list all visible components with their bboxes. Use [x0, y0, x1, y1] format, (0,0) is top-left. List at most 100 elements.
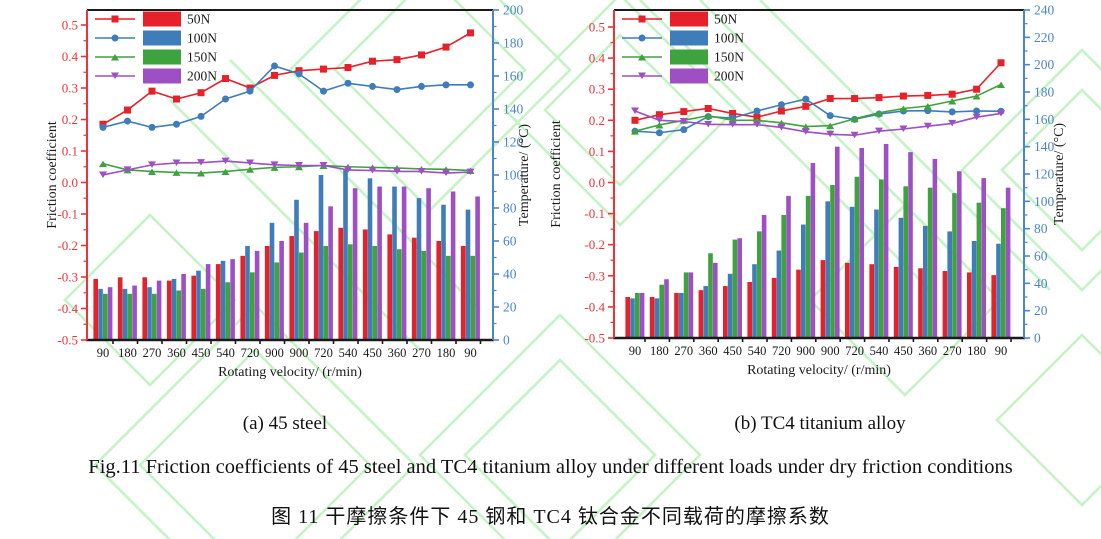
x-tick-label: 270 [143, 346, 162, 360]
x-tick-label: 540 [748, 344, 767, 358]
x-tick-label: 90 [995, 344, 1008, 358]
bar-200N [859, 148, 864, 338]
watermark-diamond [418, 313, 702, 539]
square-marker [344, 64, 352, 72]
bar-100N [245, 245, 250, 340]
friction-axis-title: Friction coefficient [549, 120, 564, 228]
bar-50N [723, 286, 728, 338]
bar-50N [240, 255, 245, 340]
friction-tick-label: 0.2 [589, 113, 605, 128]
bar-100N [294, 199, 299, 340]
bar-100N [654, 298, 660, 338]
bar-150N [830, 184, 835, 338]
square-marker [924, 91, 932, 99]
x-tick-label: 270 [674, 344, 693, 358]
bar-200N [401, 186, 407, 340]
triangle-down-marker [777, 123, 786, 131]
legend-label: 150N [187, 50, 217, 65]
legend-label: 150N [714, 50, 744, 65]
x-tick-label: 450 [894, 344, 913, 358]
x-tick-label: 900 [290, 346, 309, 360]
bar-100N [752, 264, 757, 338]
triangle-down-marker [344, 166, 352, 173]
triangle-down-marker [148, 161, 156, 168]
triangle-down-marker [704, 120, 713, 128]
bar-200N [279, 241, 284, 340]
square-marker [271, 71, 278, 79]
bar-50N [747, 281, 752, 338]
square-marker [777, 107, 785, 115]
bar-200N [1005, 187, 1011, 338]
line-200N [634, 110, 1002, 137]
triangle-up-marker [655, 121, 664, 129]
bar-200N [450, 191, 456, 340]
bar-200N [786, 195, 791, 338]
bar-100N [703, 286, 708, 338]
triangle-up-marker [875, 109, 883, 117]
square-marker [638, 15, 646, 23]
triangle-up-marker [972, 93, 981, 100]
triangle-up-marker [997, 81, 1005, 89]
circle-marker [148, 123, 156, 131]
temperature-tick-label: 100 [1034, 194, 1055, 209]
bar-50N [991, 275, 996, 338]
bar-100N [947, 231, 952, 338]
bar-200N [352, 188, 358, 340]
legend-label: 50N [714, 12, 738, 27]
bar-100N [923, 225, 928, 338]
line-100N [634, 98, 1002, 134]
friction-tick-label: 0.0 [62, 175, 78, 190]
friction-tick-label: 0.1 [62, 144, 78, 159]
bar-150N [176, 290, 182, 340]
circle-marker [777, 101, 785, 109]
line-50N [102, 32, 471, 125]
bar-150N [952, 193, 957, 338]
x-tick-label: 360 [167, 346, 186, 360]
temperature-tick-label: 40 [1034, 276, 1048, 291]
triangle-up-marker [99, 160, 107, 168]
square-marker [148, 87, 156, 95]
triangle-up-marker [850, 115, 859, 123]
square-marker [826, 95, 834, 103]
temperature-tick-label: 140 [503, 102, 524, 117]
x-axis-title: Rotating velocity/ (r/min) [747, 363, 891, 378]
circle-marker [638, 34, 646, 42]
bar-50N [942, 271, 948, 338]
triangle-down-marker [850, 131, 859, 139]
triangle-down-marker [466, 168, 475, 176]
bar-150N [201, 288, 206, 340]
line-200N [102, 160, 471, 176]
x-tick-label: 360 [918, 344, 937, 358]
watermark-diamond [463, 358, 657, 539]
bar-100N [367, 178, 373, 340]
legend-swatch [670, 11, 708, 27]
legend-swatch [670, 68, 708, 84]
circle-marker [442, 81, 450, 89]
square-marker [729, 109, 737, 117]
bar-200N [761, 215, 767, 338]
bar-200N [932, 158, 938, 338]
circle-marker [467, 81, 474, 89]
chart-a: 0.5 0.4 0.3 0.2 0.1 0.0 -0.1 -0.2 -0.3 -0.4 -0.5 0 2… [45, 3, 532, 381]
bar-150N [635, 292, 640, 338]
bar-150N [274, 262, 280, 340]
bar-100N [630, 298, 635, 338]
bar-200N [156, 280, 162, 340]
x-tick-label: 720 [772, 344, 791, 358]
bar-100N [392, 186, 397, 340]
bar-100N [416, 198, 422, 340]
bar-50N [264, 245, 270, 340]
circle-marker [655, 129, 663, 137]
bar-200N [981, 178, 986, 338]
bar-100N [196, 270, 201, 340]
temperature-tick-label: 60 [1034, 249, 1048, 264]
square-marker [655, 111, 663, 119]
square-marker [802, 102, 810, 110]
bar-50N [698, 290, 704, 338]
temperature-axis-title: Temperature/ (°C) [1052, 123, 1067, 226]
triangle-up-marker [631, 128, 639, 135]
legend: 50N 100N 150N 200N [95, 11, 217, 84]
triangle-up-marker [246, 166, 254, 173]
triangle-down-marker [319, 161, 328, 169]
